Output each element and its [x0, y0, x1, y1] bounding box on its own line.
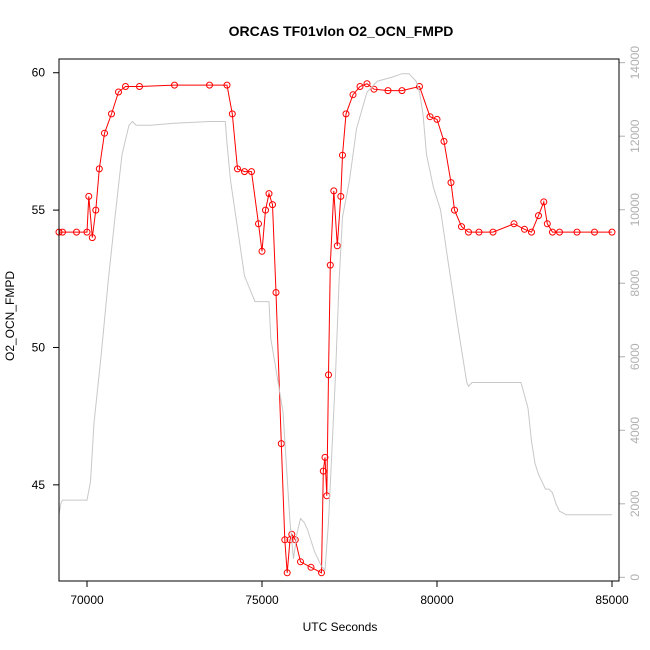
- data-point: [277, 440, 285, 448]
- data-point: [255, 220, 262, 228]
- data-point: [297, 558, 304, 566]
- series-o2-ocn-fmpd: [55, 80, 616, 577]
- data-point: [510, 220, 518, 228]
- data-point: [234, 165, 241, 173]
- data-point: [325, 371, 332, 379]
- data-point: [73, 228, 80, 236]
- data-point: [543, 220, 551, 228]
- y-right-tick-label: 10000: [628, 193, 642, 227]
- data-point: [339, 151, 346, 159]
- data-point: [433, 115, 441, 123]
- data-point: [489, 228, 497, 236]
- data-point: [108, 110, 115, 118]
- data-point: [458, 223, 465, 231]
- data-point: [307, 563, 315, 571]
- data-point: [591, 228, 598, 236]
- data-point: [265, 190, 273, 198]
- y-right-tick-label: 2000: [628, 490, 642, 517]
- data-point: [556, 228, 563, 236]
- y-tick-label: 60: [32, 66, 46, 80]
- data-point: [330, 187, 338, 195]
- data-point: [241, 168, 248, 176]
- data-point: [92, 206, 100, 214]
- data-point: [269, 201, 276, 209]
- data-point: [608, 228, 616, 236]
- data-point: [363, 80, 371, 88]
- data-point: [326, 261, 334, 269]
- data-point: [283, 569, 291, 577]
- y-tick-label: 50: [32, 340, 46, 354]
- data-point: [349, 91, 357, 99]
- x-tick-label: 80000: [420, 593, 454, 607]
- data-point: [465, 228, 472, 236]
- plot-frame: [58, 58, 620, 582]
- axes-layer: 70000 75000 80000 85000 45 50 55 60 0 2000 4000 600…: [32, 46, 642, 607]
- y-right-tick-label: 8000: [628, 270, 642, 297]
- data-point: [95, 165, 103, 173]
- data-point: [370, 85, 378, 93]
- data-point: [398, 87, 406, 95]
- data-point: [356, 83, 364, 90]
- y-right-tick-label: 12000: [628, 119, 642, 153]
- data-point: [535, 212, 542, 220]
- data-point: [258, 247, 266, 255]
- x-axis-label: UTC Seconds: [303, 620, 378, 634]
- data-point: [475, 228, 483, 236]
- y-right-tick-label: 6000: [628, 343, 642, 370]
- x-tick-label: 85000: [595, 593, 629, 607]
- data-point: [85, 192, 93, 200]
- data-point: [451, 206, 458, 214]
- series-layer: [55, 73, 616, 577]
- y-tick-label: 55: [32, 203, 46, 217]
- y-right-tick-label: 0: [628, 574, 642, 581]
- data-point: [549, 228, 556, 236]
- data-point: [83, 228, 91, 236]
- data-point: [333, 242, 341, 250]
- data-point: [384, 87, 392, 95]
- data-point: [319, 467, 327, 475]
- data-point: [440, 137, 448, 145]
- y-right-tick-label: 4000: [628, 417, 642, 444]
- data-point: [88, 234, 96, 242]
- data-point: [281, 536, 289, 544]
- series-line-altitude: [58, 73, 612, 572]
- data-point: [321, 453, 329, 461]
- data-point: [426, 113, 434, 121]
- y-axis-label: O2_OCN_FMPD: [3, 271, 17, 361]
- data-point: [122, 83, 129, 90]
- x-tick-label: 70000: [70, 593, 104, 607]
- data-point: [342, 110, 350, 118]
- y-right-tick-label: 14000: [628, 46, 642, 80]
- data-point: [101, 129, 108, 137]
- data-point: [416, 83, 423, 90]
- data-point: [206, 81, 213, 89]
- data-point: [272, 289, 280, 296]
- data-point: [318, 569, 325, 577]
- data-point: [447, 179, 455, 187]
- data-point: [136, 83, 143, 90]
- data-point: [171, 81, 178, 89]
- data-point: [528, 228, 535, 236]
- series-line-o2: [59, 83, 612, 574]
- data-point: [573, 228, 581, 236]
- data-point: [115, 88, 122, 96]
- y-tick-label: 45: [32, 478, 46, 492]
- data-point: [540, 198, 548, 206]
- data-point: [521, 225, 528, 233]
- data-point: [248, 168, 255, 176]
- data-point: [223, 81, 231, 89]
- data-point: [262, 206, 269, 214]
- data-point: [337, 192, 345, 200]
- x-tick-label: 75000: [245, 593, 279, 607]
- data-point: [228, 110, 236, 118]
- chart-title: ORCAS TF01vlon O2_OCN_FMPD: [229, 23, 454, 39]
